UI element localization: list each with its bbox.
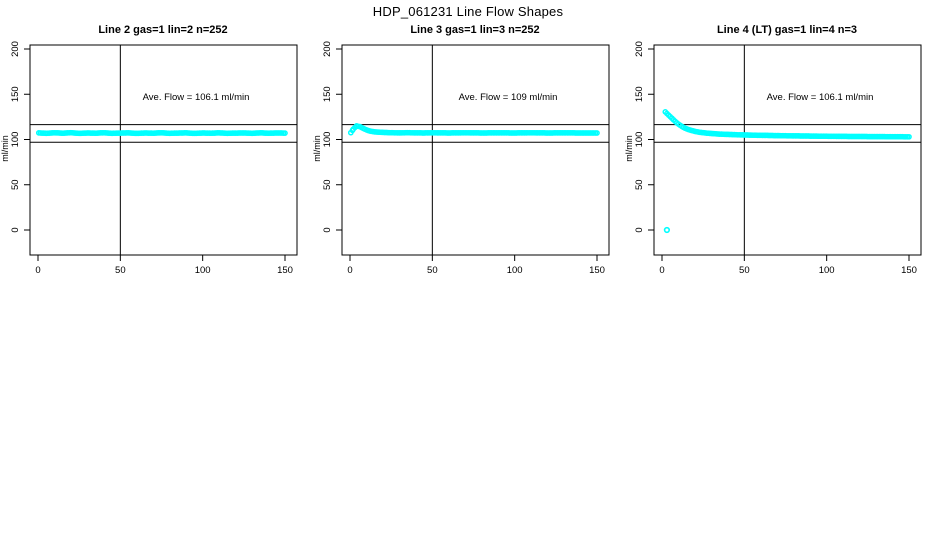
panel-line2-ave-flow-annotation: Ave. Flow = 106.1 ml/min (143, 92, 250, 103)
y-axis-label: ml/min (312, 135, 322, 162)
y-axis-label: ml/min (624, 135, 634, 162)
x-tick-label: 150 (589, 265, 605, 276)
x-tick-label: 0 (35, 265, 40, 276)
y-tick-label: 150 (634, 86, 645, 102)
x-tick-label: 0 (347, 265, 352, 276)
panel-line3-plot-area: 0 50 100 150 0 50 100 150 200 ml/min (312, 20, 624, 280)
y-tick-label: 200 (634, 41, 645, 57)
y-tick-label: 50 (634, 179, 645, 190)
panel-line4: 0 50 100 150 0 50 100 150 200 ml/min Line 4 (LT) … (624, 20, 936, 280)
y-tick-label: 150 (322, 86, 333, 102)
x-tick-label: 150 (901, 265, 917, 276)
panel-line4-plot-area: 0 50 100 150 0 50 100 150 200 ml/min (624, 20, 936, 280)
y-tick-label: 0 (322, 227, 333, 232)
panel-line2-title: Line 2 gas=1 lin=2 n=252 (98, 24, 227, 36)
panels-row: 0 50 100 150 0 50 100 150 200 ml/min Line 2 gas=1… (0, 20, 936, 280)
y-tick-label: 150 (10, 86, 21, 102)
plot-border (654, 45, 921, 255)
panel-line3: 0 50 100 150 0 50 100 150 200 ml/min Line 3 gas=1… (312, 20, 624, 280)
y-tick-label: 0 (10, 227, 21, 232)
x-tick-label: 150 (277, 265, 293, 276)
panel-line2: 0 50 100 150 0 50 100 150 200 ml/min Line 2 gas=1… (0, 20, 312, 280)
plot-border (30, 45, 297, 255)
y-tick-label: 50 (322, 179, 333, 190)
panel-line2-plot-area: 0 50 100 150 0 50 100 150 200 ml/min (0, 20, 312, 280)
y-tick-label: 0 (634, 227, 645, 232)
y-tick-label: 100 (634, 132, 645, 148)
panel-line3-title: Line 3 gas=1 lin=3 n=252 (410, 24, 539, 36)
data-points (349, 124, 599, 135)
x-tick-label: 100 (195, 265, 211, 276)
x-tick-label: 100 (819, 265, 835, 276)
y-tick-label: 200 (10, 41, 21, 57)
panel-line4-ave-flow-annotation: Ave. Flow = 106.1 ml/min (767, 92, 874, 103)
x-tick-label: 50 (427, 265, 438, 276)
outlier-point (665, 228, 670, 233)
plot-border (342, 45, 609, 255)
y-axis-label: ml/min (0, 135, 10, 162)
x-tick-label: 50 (739, 265, 750, 276)
x-tick-label: 0 (659, 265, 664, 276)
data-points (37, 131, 287, 136)
y-tick-label: 100 (10, 132, 21, 148)
page-title: HDP_061231 Line Flow Shapes (0, 4, 936, 19)
x-tick-label: 50 (115, 265, 126, 276)
y-tick-label: 100 (322, 132, 333, 148)
y-tick-label: 50 (10, 179, 21, 190)
x-tick-label: 100 (507, 265, 523, 276)
panel-line3-ave-flow-annotation: Ave. Flow = 109 ml/min (459, 92, 558, 103)
panel-line4-title: Line 4 (LT) gas=1 lin=4 n=3 (717, 24, 857, 36)
y-tick-label: 200 (322, 41, 333, 57)
